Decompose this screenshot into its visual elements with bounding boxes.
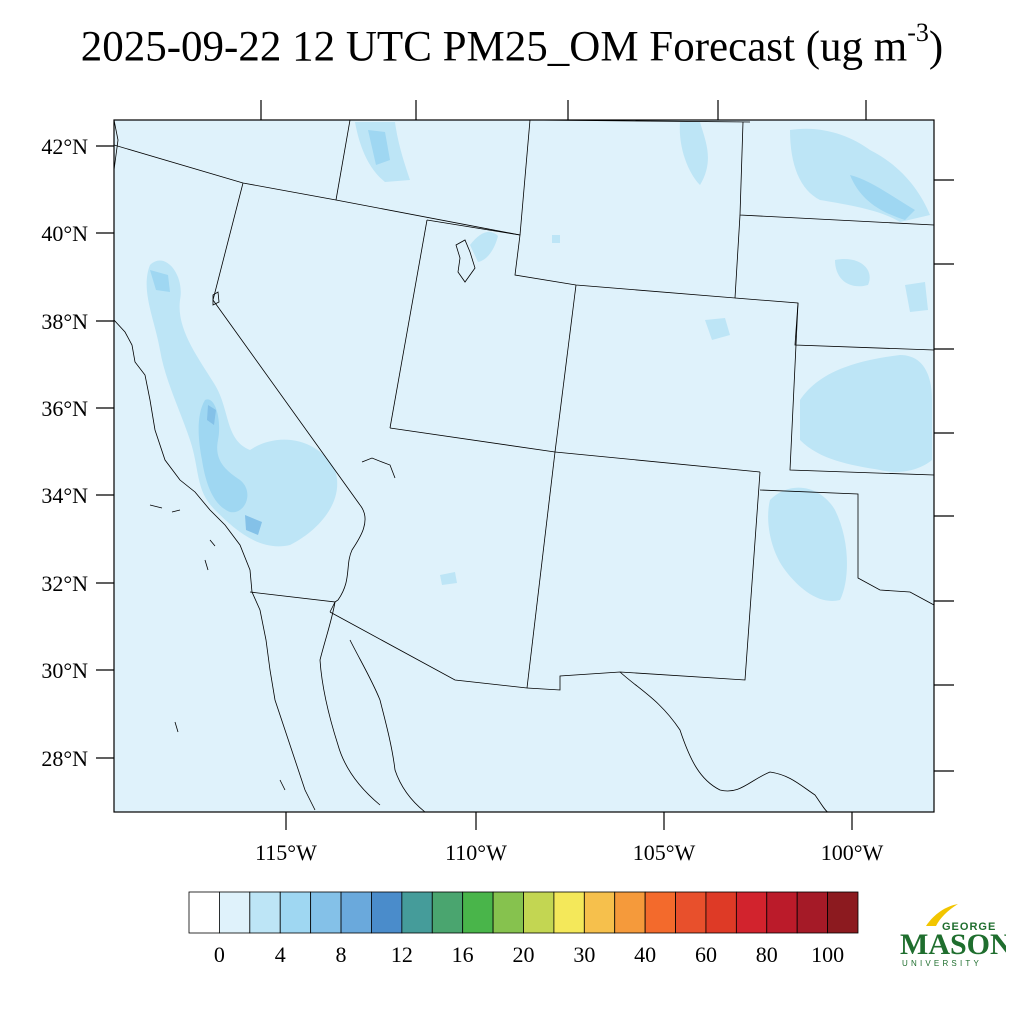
colorbar-tick-label: 16 <box>452 942 474 967</box>
colorbar-swatch <box>614 891 646 934</box>
logo-main-text: MASON <box>900 928 1006 961</box>
colorbar-swatch <box>340 891 372 934</box>
colorbar-swatch <box>553 891 585 934</box>
lat-label: 30°N <box>41 658 88 683</box>
colorbar-swatch <box>766 891 798 934</box>
colorbar-swatch <box>675 891 707 934</box>
colorbar-swatch <box>219 891 251 934</box>
top-longitude-ticks <box>260 100 867 120</box>
colorbar-tick-label: 8 <box>336 942 347 967</box>
lat-label: 34°N <box>41 483 88 508</box>
colorbar-tick-label: 20 <box>513 942 535 967</box>
colorbar-swatch <box>827 891 859 934</box>
colorbar-swatch <box>371 891 403 934</box>
bottom-longitude-ticks <box>285 812 853 830</box>
colorbar-swatch <box>492 891 524 934</box>
colorbar-swatch <box>796 891 828 934</box>
colorbar-swatch <box>462 891 494 934</box>
logo-top-text: GEORGE <box>942 921 996 933</box>
colorbar-tick-label: 60 <box>695 942 717 967</box>
colorbar-tick-label: 30 <box>573 942 595 967</box>
colorbar-swatch <box>705 891 737 934</box>
lat-label: 42°N <box>41 134 88 159</box>
lat-label: 40°N <box>41 221 88 246</box>
colorbar-swatch <box>523 891 555 934</box>
colorbar-swatch <box>249 891 281 934</box>
map-title: 2025-09-22 12 UTC PM25_OM Forecast (ug m… <box>80 18 944 71</box>
concentration-shading <box>146 122 932 601</box>
colorbar-swatch <box>279 891 312 934</box>
colorbar-tick-label: 40 <box>634 942 656 967</box>
lon-label: 110°W <box>445 840 507 865</box>
lon-label: 105°W <box>633 840 696 865</box>
colorbar-swatch <box>310 891 342 934</box>
colorbar-labels: 0 4 8 12 16 20 30 40 60 80 100 <box>214 942 844 967</box>
colorbar-swatch <box>188 891 220 934</box>
colorbar <box>188 891 859 934</box>
lat-label: 36°N <box>41 396 88 421</box>
lat-label: 32°N <box>41 571 88 596</box>
lon-label: 115°W <box>255 840 317 865</box>
colorbar-tick-label: 100 <box>811 942 844 967</box>
colorbar-tick-label: 12 <box>391 942 413 967</box>
right-latitude-ticks <box>934 179 954 772</box>
colorbar-swatch <box>644 891 676 934</box>
left-latitude-ticks <box>96 145 114 759</box>
logo-bottom-text: UNIVERSITY <box>902 959 982 968</box>
colorbar-tick-label: 0 <box>214 942 225 967</box>
colorbar-swatch <box>401 891 433 934</box>
colorbar-tick-label: 80 <box>756 942 778 967</box>
longitude-labels: 115°W 110°W 105°W 100°W <box>255 840 883 865</box>
lat-label: 28°N <box>41 746 88 771</box>
logo-swoosh-icon <box>926 904 958 926</box>
university-logo: GEORGE MASON UNIVERSITY <box>900 904 1006 968</box>
colorbar-swatch <box>583 891 616 934</box>
lat-label: 38°N <box>41 309 88 334</box>
colorbar-swatch <box>431 891 464 934</box>
lon-label: 100°W <box>821 840 884 865</box>
colorbar-swatch <box>735 891 768 934</box>
map-frame <box>113 119 935 813</box>
colorbar-tick-label: 4 <box>275 942 286 967</box>
latitude-labels: 42°N 40°N 38°N 36°N 34°N 32°N 30°N 28°N <box>41 134 88 771</box>
